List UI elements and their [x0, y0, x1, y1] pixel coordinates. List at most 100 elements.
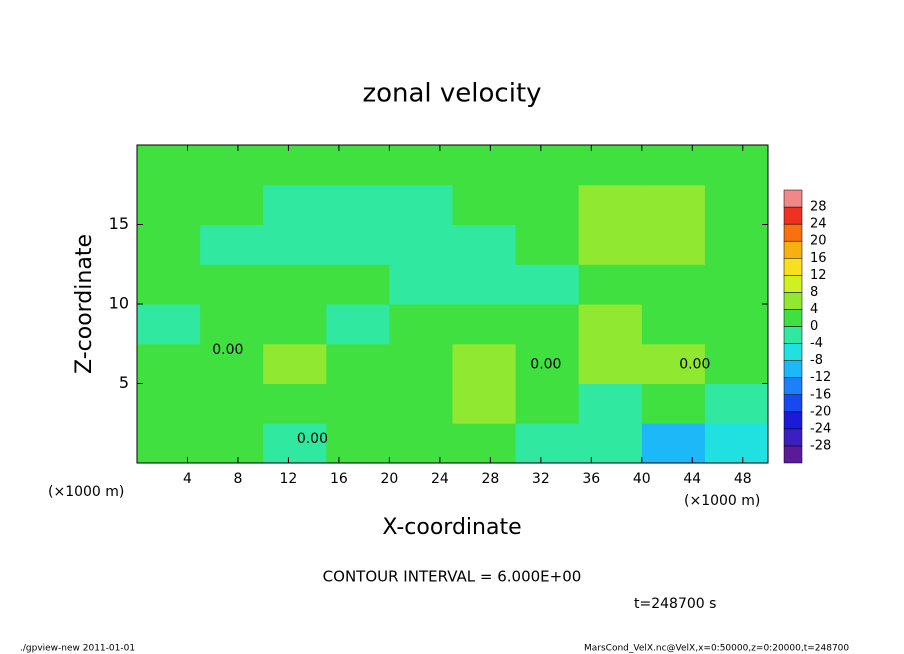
cell	[137, 304, 201, 345]
colorbar-label: 28	[810, 200, 827, 215]
cell	[704, 304, 769, 345]
colorbar-box	[783, 240, 803, 259]
colorbar-label: -24	[810, 421, 831, 436]
cell	[452, 184, 517, 225]
cell	[578, 304, 643, 345]
cell	[704, 145, 769, 186]
cell	[641, 264, 706, 305]
cell	[515, 423, 580, 464]
y-tick-label: 10	[109, 294, 129, 313]
cell	[137, 343, 201, 384]
chart-title: zonal velocity	[362, 79, 541, 109]
contour-interval: CONTOUR INTERVAL = 6.000E+00	[323, 568, 582, 586]
cell	[578, 423, 643, 464]
colorbar-label: -20	[810, 404, 831, 419]
cell	[326, 304, 390, 345]
cell	[326, 264, 390, 305]
colorbar-box	[783, 309, 803, 327]
cell	[641, 304, 706, 345]
cell	[578, 343, 643, 384]
cell	[263, 145, 327, 186]
colorbar-box	[783, 326, 803, 344]
x-tick-label: 20	[380, 471, 398, 487]
cell	[263, 184, 327, 225]
y-unit: (×1000 m)	[48, 484, 124, 500]
colorbar-box	[783, 292, 803, 310]
cell	[641, 423, 706, 464]
colorbar-label: -16	[810, 387, 831, 402]
colorbar-box	[783, 428, 803, 447]
x-tick-label: 4	[183, 471, 192, 487]
cell	[389, 184, 453, 225]
x-tick-label: 40	[633, 471, 651, 487]
colorbar-label: 8	[810, 285, 818, 300]
x-tick-label: 16	[330, 471, 348, 487]
colorbar-box	[783, 411, 803, 430]
cell	[452, 145, 517, 186]
x-tick-label: 24	[431, 471, 449, 487]
cell	[200, 383, 264, 424]
cell	[704, 264, 769, 305]
cell	[263, 224, 327, 265]
cell	[137, 423, 201, 464]
cell	[704, 383, 769, 424]
colorbar-label: -4	[810, 336, 823, 351]
contour-label: 0.00	[212, 342, 243, 358]
cell	[200, 224, 264, 265]
cell	[389, 304, 453, 345]
colorbar-label: 16	[810, 251, 827, 266]
x-tick-label: 8	[233, 471, 242, 487]
footer-left: ./gpview-new 2011-01-01	[20, 644, 135, 654]
cell	[200, 304, 264, 345]
cell	[326, 145, 390, 186]
cell	[389, 264, 453, 305]
colorbar-label: 24	[810, 217, 827, 232]
colorbar-box	[783, 275, 803, 293]
colorbar-box	[783, 189, 803, 208]
cell	[641, 343, 706, 384]
x-tick-label: 12	[280, 471, 298, 487]
cell	[452, 383, 517, 424]
cell	[641, 224, 706, 265]
cell	[326, 224, 390, 265]
cell	[704, 184, 769, 225]
cell	[704, 423, 769, 464]
cell	[578, 184, 643, 225]
cell	[641, 383, 706, 424]
colorbar-box	[783, 343, 803, 361]
contour-label: 0.00	[530, 356, 561, 372]
cell	[137, 184, 201, 225]
cell	[200, 184, 264, 225]
cell	[137, 224, 201, 265]
cell	[200, 343, 264, 384]
y-tick-label: 5	[119, 373, 129, 392]
cell	[137, 145, 201, 186]
footer-right: MarsCond_VelX.nc@VelX,x=0:50000,z=0:2000…	[584, 644, 849, 654]
x-tick-label: 32	[532, 471, 550, 487]
x-tick-label: 36	[582, 471, 600, 487]
x-axis-label: X-coordinate	[382, 515, 521, 540]
cell	[263, 304, 327, 345]
cell	[515, 343, 580, 384]
colorbar-label: 20	[810, 234, 827, 249]
cell	[704, 224, 769, 265]
cell	[452, 343, 517, 384]
cell	[515, 304, 580, 345]
cell	[578, 145, 643, 186]
contour-label: 0.00	[297, 431, 328, 447]
cell	[137, 383, 201, 424]
colorbar-box	[783, 360, 803, 378]
cell	[578, 224, 643, 265]
cell	[515, 383, 580, 424]
cell	[641, 145, 706, 186]
cell	[263, 264, 327, 305]
colorbar-box	[783, 445, 803, 464]
cell	[200, 145, 264, 186]
cell	[515, 264, 580, 305]
cell	[704, 343, 769, 384]
cell	[389, 383, 453, 424]
colorbar-label: 0	[810, 319, 818, 334]
cell	[452, 224, 517, 265]
